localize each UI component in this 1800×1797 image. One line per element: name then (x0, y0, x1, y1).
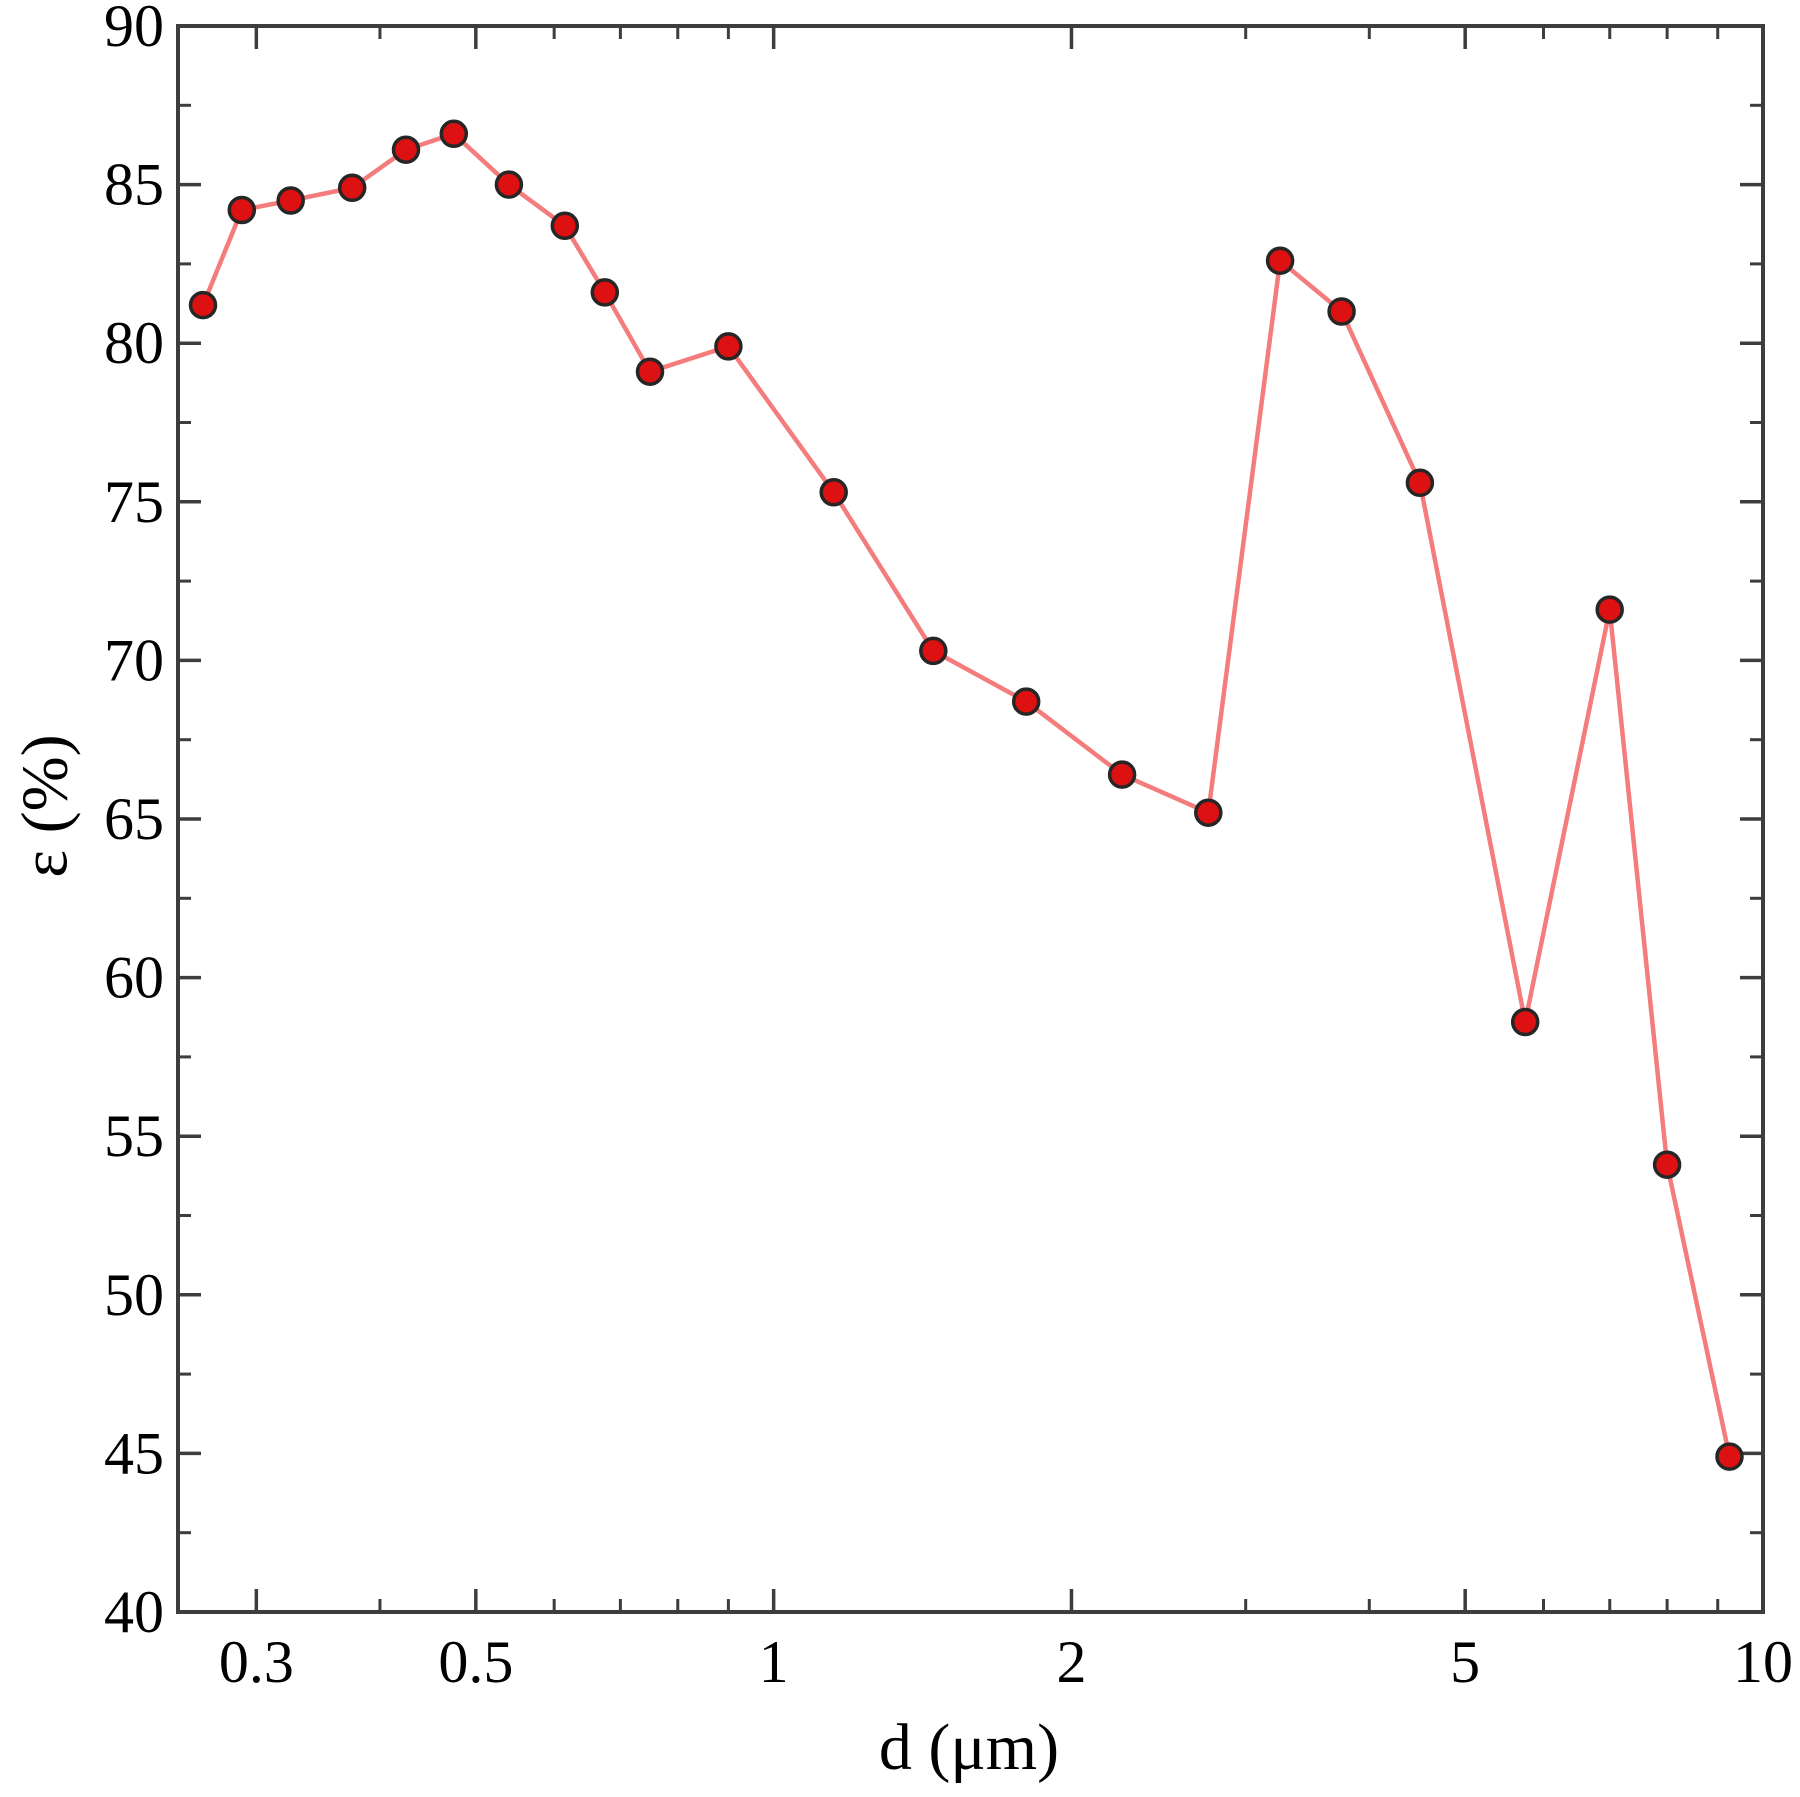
y-tick-label: 45 (104, 1420, 164, 1486)
y-axis-title: ε (%) (9, 734, 82, 877)
data-point (1595, 595, 1624, 624)
tick-labels: 0.3 0.5 1 2 5 10 40 45 50 55 60 65 70 75 80 85 90 (104, 0, 1793, 1695)
y-tick-label: 90 (104, 0, 164, 59)
y-tick-label: 40 (104, 1579, 164, 1645)
y-tick-label: 55 (104, 1103, 164, 1169)
data-point (714, 332, 743, 361)
x-tick-label: 0.5 (438, 1629, 513, 1695)
data-line (200, 131, 1732, 1459)
data-point (550, 211, 580, 241)
data-point (1265, 246, 1295, 275)
x-tick-label: 10 (1733, 1629, 1793, 1695)
y-tick-label: 50 (104, 1262, 164, 1328)
y-tick-label: 75 (104, 469, 164, 535)
data-point (188, 290, 218, 320)
y-tick-label: 70 (104, 627, 164, 693)
data-point (1715, 1442, 1744, 1471)
data-point (1107, 760, 1137, 789)
data-point (276, 186, 305, 215)
data-point (439, 119, 469, 149)
plot-border (176, 24, 1765, 1614)
data-point (1011, 687, 1041, 716)
data-point (819, 478, 848, 507)
data-point (919, 636, 948, 666)
data-point (1652, 1150, 1682, 1179)
data-point (590, 278, 620, 307)
y-tick-label: 80 (104, 310, 164, 376)
y-tick-label: 85 (104, 152, 164, 218)
data-point (635, 357, 665, 386)
y-tick-label: 60 (104, 945, 164, 1011)
data-point (337, 173, 367, 203)
data-point (1194, 798, 1223, 827)
y-tick-label: 65 (104, 786, 164, 852)
data-point (391, 135, 421, 164)
data-point (1327, 297, 1356, 326)
data-point (1405, 468, 1435, 498)
x-tick-label: 0.3 (219, 1629, 294, 1695)
x-axis-title: d (μm) (879, 1711, 1059, 1784)
x-tick-label: 2 (1056, 1629, 1086, 1695)
data-point (227, 195, 257, 225)
data-point (1510, 1007, 1540, 1037)
x-tick-label: 5 (1450, 1629, 1480, 1695)
x-tick-label: 1 (759, 1629, 789, 1695)
axis-ticks (178, 24, 1765, 1614)
data-series (188, 119, 1744, 1471)
data-point (494, 170, 524, 199)
